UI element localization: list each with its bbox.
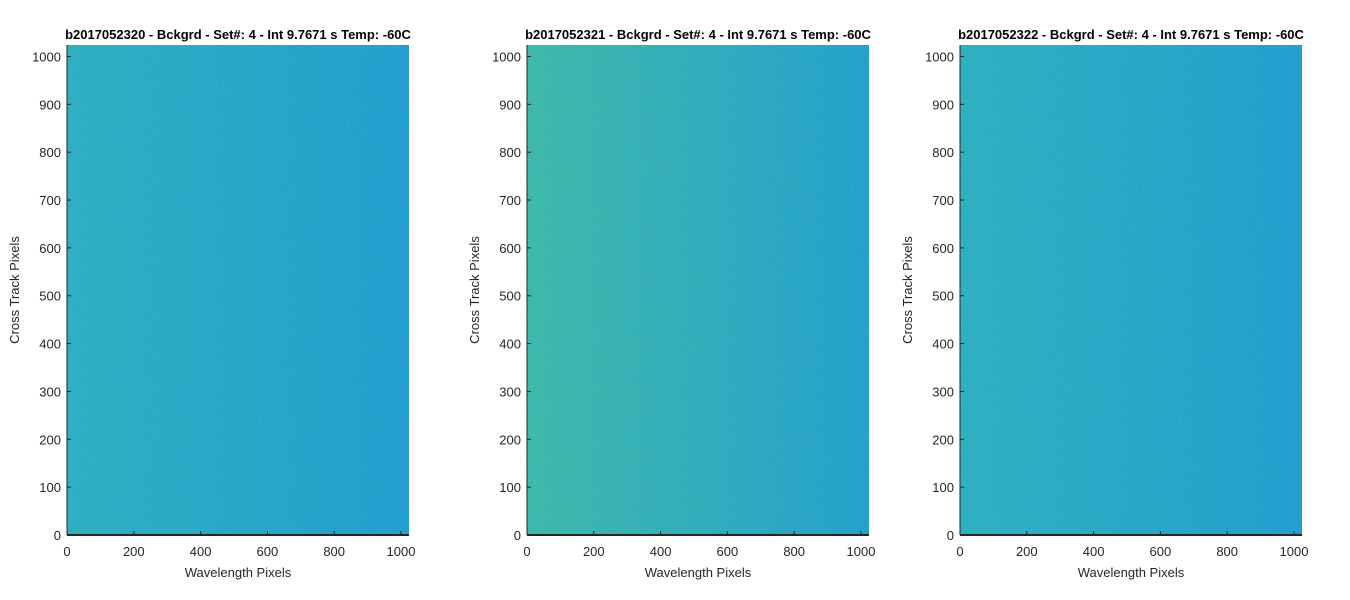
x-tick-label: 800 — [783, 544, 805, 559]
chart-title: b2017052321 - Bckgrd - Set#: 4 - Int 9.7… — [525, 27, 871, 42]
y-tick-label: 700 — [499, 193, 521, 208]
y-tick-label: 1000 — [925, 49, 954, 64]
x-tick-label: 600 — [717, 544, 739, 559]
y-tick-label: 200 — [932, 432, 954, 447]
x-tick-label: 1000 — [387, 544, 416, 559]
y-tick-label: 400 — [932, 337, 954, 352]
y-tick-label: 1000 — [492, 49, 521, 64]
chart-title: b2017052322 - Bckgrd - Set#: 4 - Int 9.7… — [958, 27, 1304, 42]
y-tick-label: 100 — [39, 480, 61, 495]
y-tick-label: 100 — [932, 480, 954, 495]
y-tick-label: 500 — [39, 289, 61, 304]
y-tick-label: 100 — [499, 480, 521, 495]
x-tick-label: 0 — [523, 544, 530, 559]
x-tick-label: 400 — [190, 544, 212, 559]
heatmap-speckle — [960, 45, 1302, 535]
y-tick-label: 400 — [499, 337, 521, 352]
x-tick-label: 1000 — [847, 544, 876, 559]
y-tick-label: 800 — [499, 145, 521, 160]
x-tick-label: 200 — [123, 544, 145, 559]
y-tick-label: 300 — [932, 384, 954, 399]
y-tick-label: 800 — [39, 145, 61, 160]
x-tick-label: 1000 — [1280, 544, 1309, 559]
y-tick-label: 500 — [499, 289, 521, 304]
y-tick-label: 0 — [54, 528, 61, 543]
y-tick-label: 0 — [514, 528, 521, 543]
chart-title: b2017052320 - Bckgrd - Set#: 4 - Int 9.7… — [65, 27, 411, 42]
heatmap-speckle — [67, 45, 409, 535]
heatmap-panel-2: b2017052321 - Bckgrd - Set#: 4 - Int 9.7… — [467, 27, 875, 580]
x-axis-label: Wavelength Pixels — [1078, 565, 1185, 580]
y-tick-label: 0 — [947, 528, 954, 543]
y-tick-label: 500 — [932, 289, 954, 304]
y-tick-label: 300 — [499, 384, 521, 399]
x-axis-label: Wavelength Pixels — [185, 565, 292, 580]
x-tick-label: 800 — [1216, 544, 1238, 559]
y-axis-label: Cross Track Pixels — [467, 236, 482, 344]
y-tick-label: 900 — [932, 97, 954, 112]
x-tick-label: 400 — [1083, 544, 1105, 559]
x-tick-label: 0 — [63, 544, 70, 559]
y-tick-label: 900 — [39, 97, 61, 112]
heatmap-panel-3: b2017052322 - Bckgrd - Set#: 4 - Int 9.7… — [900, 27, 1308, 580]
x-tick-label: 600 — [1150, 544, 1172, 559]
y-tick-label: 600 — [39, 241, 61, 256]
heatmap-panel-1: b2017052320 - Bckgrd - Set#: 4 - Int 9.7… — [7, 27, 415, 580]
y-tick-label: 1000 — [32, 49, 61, 64]
y-tick-label: 800 — [932, 145, 954, 160]
x-tick-label: 200 — [583, 544, 605, 559]
x-axis-label: Wavelength Pixels — [645, 565, 752, 580]
y-axis-label: Cross Track Pixels — [900, 236, 915, 344]
y-tick-label: 200 — [499, 432, 521, 447]
y-tick-label: 700 — [39, 193, 61, 208]
y-axis-label: Cross Track Pixels — [7, 236, 22, 344]
x-tick-label: 800 — [323, 544, 345, 559]
x-tick-label: 600 — [257, 544, 279, 559]
y-tick-label: 700 — [932, 193, 954, 208]
x-tick-label: 200 — [1016, 544, 1038, 559]
y-tick-label: 600 — [499, 241, 521, 256]
y-tick-label: 600 — [932, 241, 954, 256]
heatmap-speckle — [527, 45, 869, 535]
y-tick-label: 200 — [39, 432, 61, 447]
x-tick-label: 400 — [650, 544, 672, 559]
y-tick-label: 400 — [39, 337, 61, 352]
y-tick-label: 300 — [39, 384, 61, 399]
x-tick-label: 0 — [956, 544, 963, 559]
y-tick-label: 900 — [499, 97, 521, 112]
